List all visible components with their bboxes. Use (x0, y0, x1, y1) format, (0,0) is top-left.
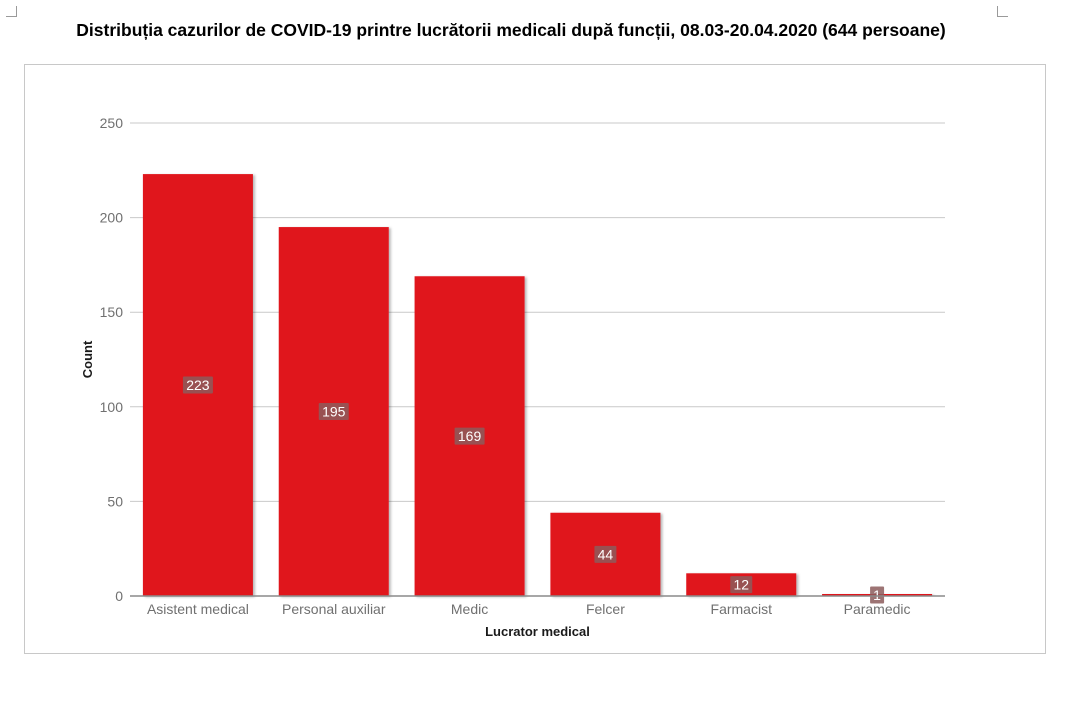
page-title: Distribuția cazurilor de COVID-19 printr… (76, 20, 946, 40)
y-tick-label: 0 (115, 588, 123, 604)
x-tick-label: Medic (451, 601, 488, 617)
data-label: 12 (733, 577, 749, 593)
y-tick-label: 250 (100, 115, 124, 131)
data-label-background (318, 403, 349, 421)
y-axis-title: Count (80, 340, 95, 378)
y-tick-label: 200 (100, 210, 124, 226)
data-label: 44 (598, 546, 614, 562)
x-tick-label: Farmacist (711, 601, 773, 617)
y-tick-label: 150 (100, 304, 124, 320)
data-label-background (182, 376, 213, 394)
data-label-background (870, 586, 885, 604)
page-corner-mark-left (6, 6, 17, 17)
data-label-background (454, 427, 485, 445)
chart-frame: 0 50 100 150 200 250 Count 223 Asistent medical 1… (24, 64, 1046, 654)
data-label-background (730, 576, 753, 594)
x-tick-label: Asistent medical (147, 601, 249, 617)
data-label: 195 (322, 404, 346, 420)
data-label: 169 (458, 428, 482, 444)
x-tick-label: Paramedic (844, 601, 911, 617)
bar-chart: 0 50 100 150 200 250 Count 223 Asistent medical 1… (80, 115, 945, 639)
x-tick-label: Personal auxiliar (282, 601, 386, 617)
data-label: 1 (873, 587, 881, 603)
data-label-background (594, 545, 617, 563)
y-tick-label: 100 (100, 399, 124, 415)
x-tick-label: Felcer (586, 601, 625, 617)
y-tick-label: 50 (107, 493, 123, 509)
x-axis-title: Lucrator medical (485, 624, 590, 639)
data-label: 223 (186, 377, 210, 393)
page-corner-mark-right (997, 6, 1008, 17)
